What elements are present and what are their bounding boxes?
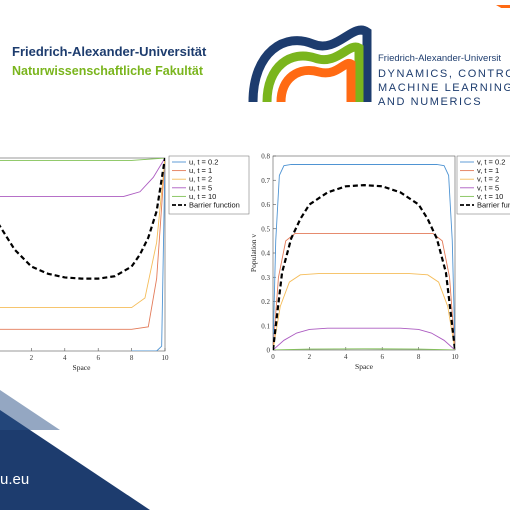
- dcn-university-name: Friedrich-Alexander-Universit: [378, 53, 502, 64]
- x-axis-label: Space: [355, 362, 374, 371]
- dcn-logo-icon: [248, 25, 372, 103]
- x-tick-label: 0: [271, 353, 275, 361]
- legend-entry: v, t = 5: [477, 183, 499, 192]
- x-tick-label: 4: [63, 354, 67, 362]
- x-tick-label: 10: [162, 354, 170, 362]
- y-tick-label: 0.4: [261, 250, 270, 258]
- series-line: [0, 158, 165, 280]
- faculty-name: Naturwissenschaftliche Fakultät: [12, 64, 204, 78]
- x-tick-label: 8: [417, 353, 421, 361]
- legend-box: [168, 155, 250, 215]
- footer-accent: [0, 390, 150, 510]
- x-tick-label: 10: [452, 353, 460, 361]
- legend-entry: u, t = 10: [189, 192, 216, 201]
- legend-entry: v, t = 2: [477, 175, 499, 184]
- y-tick-label: 0: [267, 347, 271, 355]
- y-axis-label: Population v: [249, 234, 258, 272]
- plot-frame: [0, 157, 166, 352]
- legend-entry: v, t = 10: [477, 192, 503, 201]
- series-line: [131, 158, 165, 351]
- legend-entry: u, t = 2: [189, 175, 212, 184]
- x-tick-label: 4: [344, 353, 348, 361]
- chart-v: 0 2 4 6 8 10 0 0.1 0.2 0.3 0.4 0.5 0.6 0.7 0.8 Space Pop…: [249, 153, 510, 371]
- x-axis-label: Space: [73, 363, 92, 372]
- x-tick-label: 8: [130, 354, 134, 362]
- legend-entry: v, t = 1: [477, 166, 499, 175]
- series-line: [0, 158, 165, 198]
- series-line: [0, 158, 165, 330]
- y-tick-label: 0.5: [261, 225, 270, 233]
- series-line: [273, 183, 455, 350]
- x-tick-label: 2: [30, 354, 34, 362]
- series-line: [273, 327, 455, 350]
- x-tick-label: 6: [380, 353, 384, 361]
- legend-entry: u, t = 0.2: [189, 158, 218, 167]
- series-line: [0, 158, 165, 161]
- y-tick-label: 0.1: [261, 322, 270, 330]
- corner-accent: [488, 0, 510, 8]
- series-line: [273, 233, 455, 350]
- y-tick-label: 0.2: [261, 298, 270, 306]
- dcn-title-line-1: DYNAMICS, CONTROL: [378, 68, 510, 80]
- y-tick-label: 0.7: [261, 177, 270, 185]
- y-tick-label: 0.8: [261, 153, 270, 161]
- legend-entry: v, t = 0.2: [477, 158, 505, 167]
- plot-frame: [272, 155, 456, 351]
- x-tick-label: 2: [308, 353, 312, 361]
- y-tick-label: 0.6: [261, 201, 270, 209]
- series-line: [273, 348, 455, 350]
- legend-box: [456, 155, 510, 215]
- y-tick-label: 0.3: [261, 274, 270, 282]
- chart-u: 0246810Spaceu, t = 0.2u, t = 1u, t = 2u,…: [0, 155, 250, 372]
- legend-entry: u, t = 5: [189, 183, 212, 192]
- footer-url: u.eu: [0, 471, 30, 488]
- university-name: Friedrich-Alexander-Universität: [12, 44, 207, 59]
- series-line: [273, 164, 455, 350]
- legend-entry: u, t = 1: [189, 166, 212, 175]
- dcn-title-line-3: AND NUMERICS: [378, 96, 483, 108]
- dcn-title-line-2: MACHINE LEARNING: [378, 82, 510, 94]
- series-line: [273, 273, 455, 350]
- legend-entry: Barrier function: [477, 201, 510, 210]
- x-tick-label: 6: [96, 354, 100, 362]
- series-line: [0, 158, 165, 309]
- legend-entry: Barrier function: [189, 201, 240, 210]
